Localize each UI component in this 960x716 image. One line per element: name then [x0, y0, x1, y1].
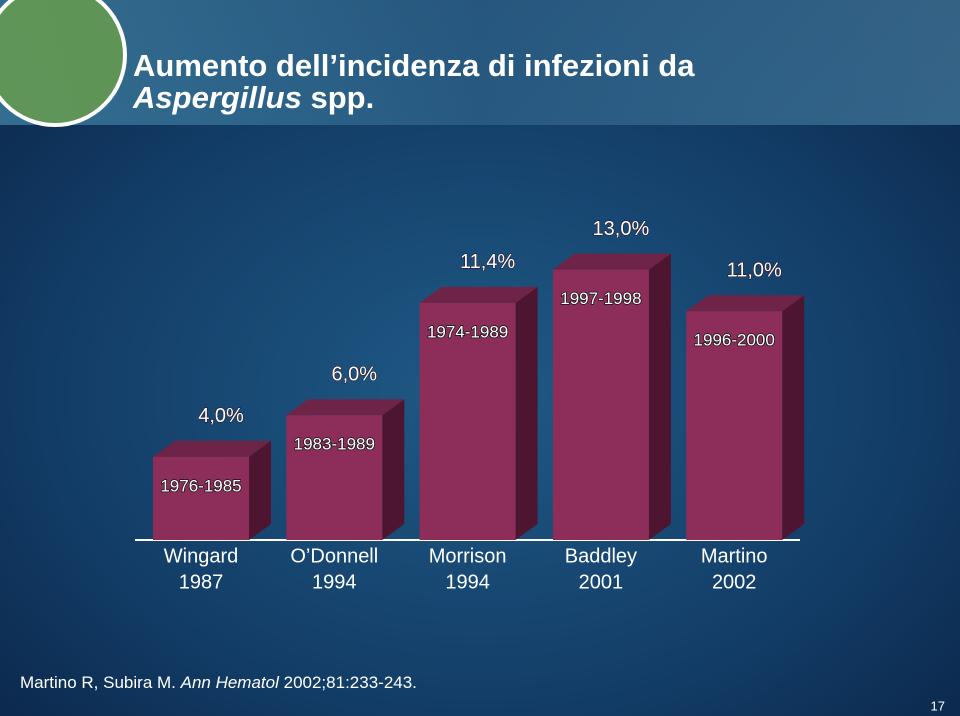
bar-top — [153, 440, 271, 457]
bar — [686, 311, 783, 540]
header-band — [0, 0, 960, 125]
value-label: 13,0% — [593, 218, 650, 240]
bar-side — [249, 440, 271, 540]
bar-side — [782, 295, 805, 540]
bar-top — [286, 399, 405, 416]
bar — [552, 269, 649, 540]
bar — [419, 302, 516, 540]
footnote: Martino R, Subira M. Ann Hematol 2002;81… — [20, 673, 417, 692]
x-tick-label: Morrison — [429, 545, 507, 567]
bar-top — [552, 253, 671, 270]
x-tick-year: 2001 — [579, 571, 624, 593]
footnote-text: Martino R, Subira M. — [20, 673, 181, 692]
title-end: spp. — [310, 80, 374, 115]
bar-side — [382, 399, 405, 540]
value-label: 11,0% — [727, 259, 782, 281]
value-label: 11,4% — [460, 251, 515, 273]
value-label: 6,0% — [332, 363, 378, 385]
x-tick-year: 1994 — [445, 571, 490, 593]
footnote-end: 2002;81:233-243. — [279, 673, 417, 692]
bar — [153, 456, 249, 540]
x-tick-label: Martino — [701, 545, 768, 567]
title-line-2: Aspergillus spp. — [132, 80, 374, 115]
x-tick-label: Wingard — [164, 545, 238, 567]
period-label: 1983-1989 — [294, 435, 375, 454]
period-label: 1976-1985 — [160, 476, 241, 495]
header-image — [0, 0, 125, 125]
footnote-italic: Ann Hematol — [180, 673, 280, 692]
x-tick-year: 2002 — [712, 571, 757, 593]
period-label: 1974-1989 — [427, 322, 508, 341]
bar-top — [419, 286, 538, 303]
bar-side — [648, 253, 671, 540]
x-tick-year: 1994 — [312, 571, 357, 593]
x-tick-label: Baddley — [565, 545, 637, 567]
period-label: 1996-2000 — [694, 331, 775, 350]
bar — [286, 415, 383, 540]
page-number: 17 — [931, 698, 945, 713]
x-tick-year: 1987 — [179, 571, 224, 593]
header-image-ring — [0, 0, 127, 127]
bar-side — [515, 286, 538, 540]
period-label: 1997-1998 — [560, 289, 641, 308]
bar-top — [686, 295, 805, 312]
x-tick-label: O’Donnell — [290, 545, 378, 567]
title-italic: Aspergillus — [132, 80, 302, 115]
title: Aumento dell’incidenza di infezioni da — [133, 48, 695, 83]
value-label: 4,0% — [198, 405, 244, 427]
